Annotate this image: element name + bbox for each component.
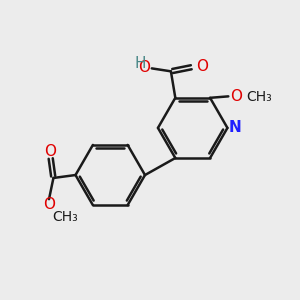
Text: N: N — [229, 120, 242, 135]
Text: CH₃: CH₃ — [247, 90, 272, 104]
Text: O: O — [230, 89, 242, 104]
Text: O: O — [44, 144, 56, 159]
Text: O: O — [196, 59, 208, 74]
Text: H: H — [135, 56, 146, 70]
Text: O: O — [43, 197, 55, 212]
Text: O: O — [138, 60, 150, 75]
Text: CH₃: CH₃ — [52, 210, 78, 224]
